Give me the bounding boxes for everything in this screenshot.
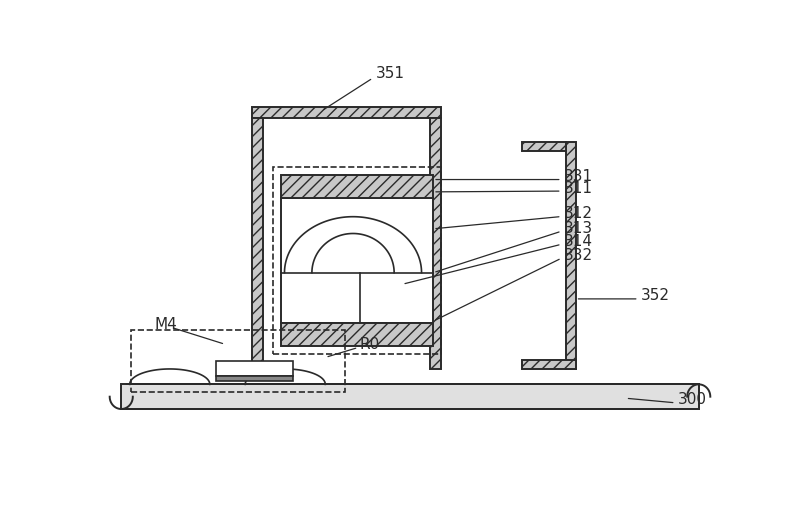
Text: R0: R0: [360, 337, 380, 352]
Text: 351: 351: [375, 66, 404, 81]
Text: M4: M4: [154, 317, 177, 332]
Bar: [281, 323, 433, 346]
Bar: [430, 118, 441, 369]
Text: 312: 312: [564, 206, 593, 221]
Text: 311: 311: [564, 180, 593, 196]
Text: 314: 314: [564, 234, 593, 248]
Bar: [273, 167, 441, 354]
Bar: [252, 107, 441, 118]
Bar: [566, 142, 575, 369]
Text: 300: 300: [678, 392, 707, 407]
Text: 352: 352: [641, 289, 670, 303]
Bar: [122, 385, 698, 409]
Bar: [281, 175, 433, 198]
Text: 332: 332: [564, 247, 593, 263]
Bar: [522, 360, 575, 369]
Bar: [252, 118, 263, 369]
Bar: [216, 376, 293, 380]
Bar: [281, 198, 433, 323]
Bar: [131, 331, 345, 392]
Text: 313: 313: [564, 220, 593, 236]
Bar: [522, 142, 566, 151]
Bar: [216, 361, 293, 376]
Text: 331: 331: [564, 169, 593, 184]
